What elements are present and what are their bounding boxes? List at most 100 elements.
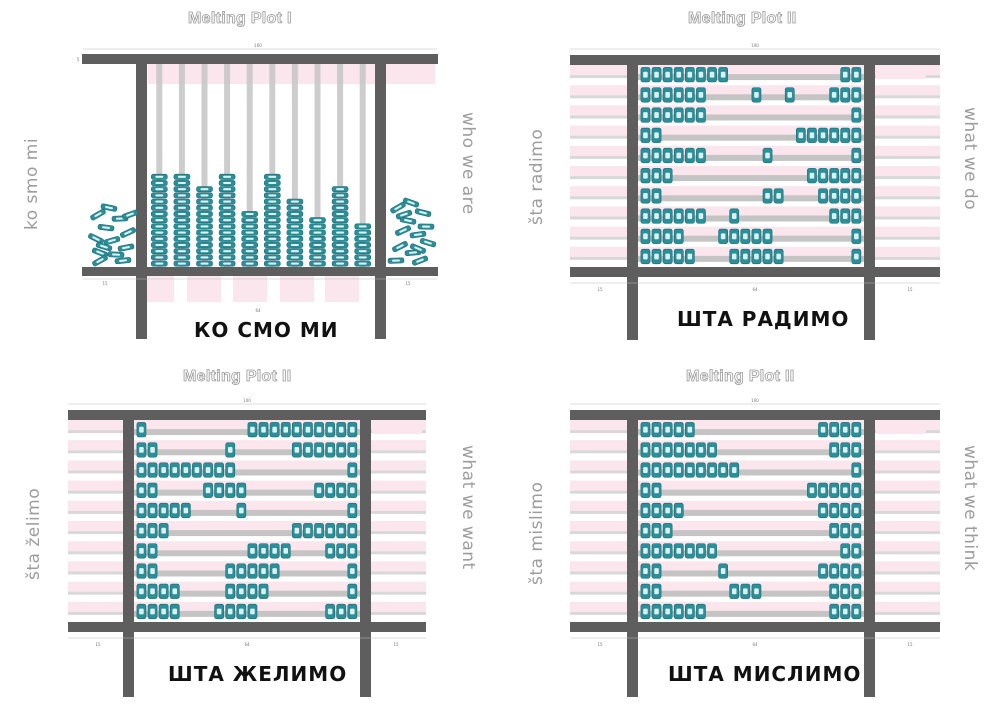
plot-1-bead [151, 211, 168, 217]
plot-2-bead-hole [754, 233, 759, 240]
plot-1-bead [331, 186, 349, 193]
plot-4-bead-hole [676, 446, 682, 453]
plot-3-bead [269, 563, 280, 579]
plot-2-bead-hole [809, 172, 815, 179]
plot-3-left-label: šta želimo [24, 487, 44, 580]
plot-2-bead-hole [643, 233, 648, 240]
plot-4-bead [696, 543, 706, 559]
plot-4-bead [640, 563, 651, 579]
plot-3-bead [136, 482, 147, 498]
plot-4-bead-hole [831, 568, 837, 575]
plot-1-bead [218, 173, 236, 180]
plot-1-bead-hole [313, 262, 322, 265]
plot-1-bead [331, 254, 349, 261]
plot-1-bead-hole [200, 206, 209, 209]
plot-3-bead-hole [294, 426, 300, 433]
plot-2-bead-hole [854, 253, 859, 260]
plot-3-bead [269, 422, 280, 438]
plot-3-top-bar [68, 410, 426, 420]
plot-1-bead-hole [414, 246, 422, 251]
plot-4-bead [851, 583, 862, 599]
plot-1-bead-hole [268, 225, 277, 228]
plot-2-bead [807, 127, 817, 143]
plot-3-bead-hole [205, 487, 211, 494]
plot-2-bead [651, 147, 662, 164]
plot-1-bead-hole [223, 231, 232, 234]
plot-1-rod [224, 64, 231, 267]
plot-2-bead-hole [776, 192, 781, 199]
plot-3-bead [158, 523, 169, 539]
plot-1-bead [395, 209, 413, 220]
plot-2-bead [851, 208, 862, 224]
plot-4-pink-band [570, 601, 940, 612]
plot-3-bead-hole [150, 527, 155, 534]
plot-3-bead [258, 543, 269, 559]
plot-4-bead-hole [831, 446, 837, 453]
plot-2-bead [851, 67, 862, 83]
plot-4-bead [640, 543, 651, 559]
plot-1-bead [151, 192, 168, 199]
plot-1-bead-hole [290, 243, 299, 247]
plot-4-bead-hole [665, 507, 670, 514]
plot-3-bead-hole [205, 467, 211, 474]
plot-1: 100 5 15 64 15 [77, 43, 438, 339]
plot-1-bead [411, 255, 429, 266]
plot-3-bead-hole [316, 446, 322, 453]
plot-3-bead-hole [350, 547, 355, 554]
plot-2-bead [651, 208, 662, 224]
plot-2-bead [773, 188, 784, 204]
plot-4-rod [637, 509, 864, 516]
plot-1-bead [331, 235, 349, 242]
plot-2-rod [637, 134, 864, 141]
plot-4-bead [851, 482, 862, 498]
plot-4-bead-hole [687, 446, 693, 453]
plot-4-bead [640, 523, 651, 539]
plot-4-left-label: šta mislimo [527, 481, 547, 585]
plot-4-pink-band [570, 541, 940, 552]
plot-4-bead [662, 422, 673, 438]
plot-2-bead-hole [665, 213, 670, 220]
plot-4-bead-hole [709, 547, 715, 554]
plot-4-bead-hole [643, 588, 648, 595]
plot-1-rod [201, 64, 208, 267]
plot-1-bead [91, 247, 109, 258]
plot-2-bead [729, 208, 740, 224]
plot-2-bead [829, 87, 839, 103]
plot-3-bead-hole [139, 446, 144, 453]
plot-2-rod [637, 94, 864, 101]
plot-2-dim-top: 100 [751, 43, 759, 48]
plot-4-bead-hole [687, 547, 693, 554]
plot-3-bead [225, 482, 236, 498]
plot-3-bead-hole [350, 527, 355, 534]
plot-4-bead [651, 482, 662, 498]
plot-1-bead-hole [177, 175, 186, 178]
plot-1-bead-hole [116, 217, 124, 220]
plot-2-bead-hole [643, 253, 648, 260]
plot-1-bead-hole [200, 212, 209, 216]
plot-1-bead-hole [155, 188, 164, 191]
plot-1-bead-hole [399, 228, 407, 233]
plot-2-bead [651, 228, 662, 244]
plot-3-bead [169, 583, 180, 599]
plot-2-bead [696, 67, 706, 83]
plot-2-bead [718, 228, 728, 244]
plot-4-rod [637, 590, 864, 597]
plot-1-rod [291, 64, 298, 267]
plot-4-bead-hole [698, 608, 704, 615]
plot-3-bead-hole [227, 568, 233, 575]
plot-3-bead [214, 462, 224, 478]
plot-1-bead [414, 208, 432, 217]
plot-2-bead [818, 168, 828, 184]
plot-1-bead [196, 204, 213, 211]
plot-3-bead [303, 523, 313, 539]
plot-1-bead [263, 235, 281, 242]
plot-4-bead-hole [698, 446, 704, 453]
plot-1-bead [309, 217, 326, 224]
plot-4-rod [637, 610, 864, 617]
plot-3-bead [136, 583, 147, 599]
plot-2-bead [673, 107, 684, 123]
plot-3-pink-band [68, 561, 426, 572]
plot-1-bead [173, 248, 191, 255]
plot-4-bead [851, 523, 862, 539]
plot-1-bead [331, 223, 349, 230]
